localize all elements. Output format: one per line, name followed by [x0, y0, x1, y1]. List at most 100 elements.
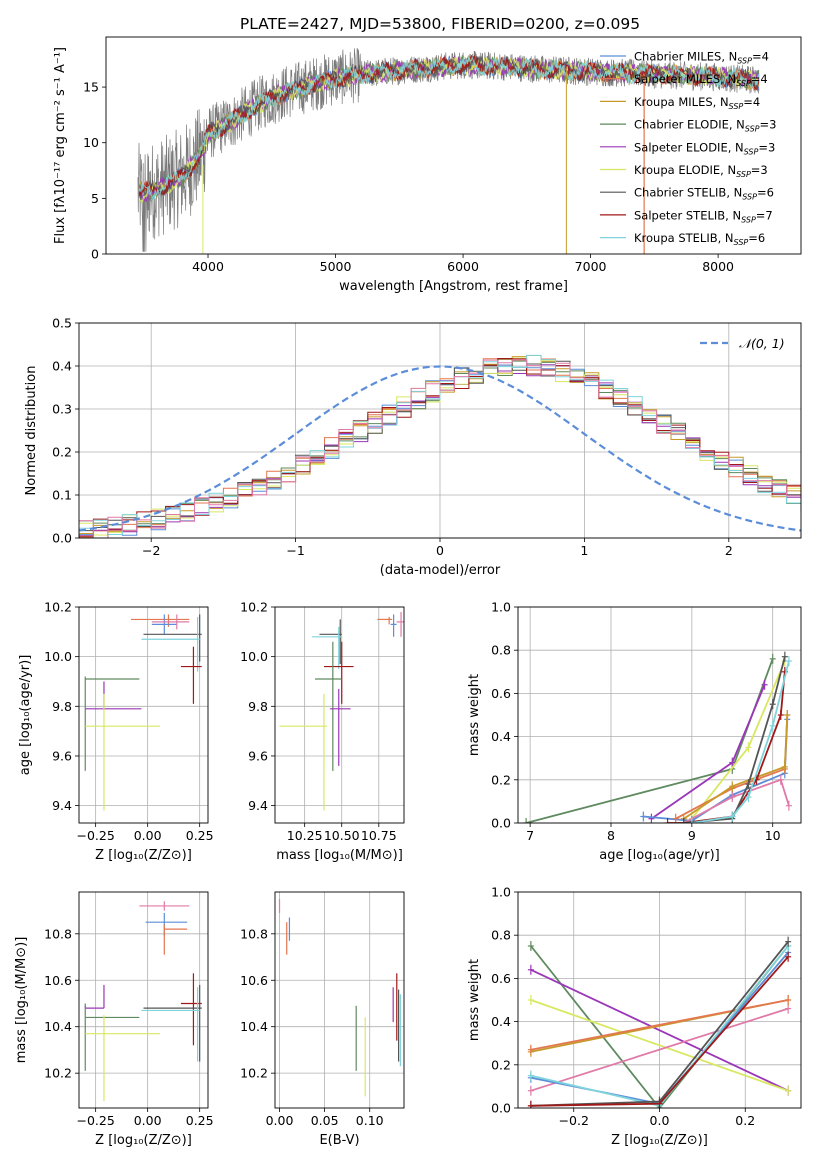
axes-frame [78, 891, 209, 1109]
x-axis-label: mass [log₁₀(M/M⊙)] [276, 848, 403, 863]
y-tick-label: 0 [91, 247, 99, 262]
x-tick-label: 0.2 [735, 1113, 755, 1128]
y-tick-label: 0.4 [52, 359, 72, 374]
axes-frame [517, 891, 802, 1109]
weight-vs-age-panel: 7 8 9 10 0.0 0.2 0.4 0.6 0.8 1.0 age [log₁₀(age/yr… [467, 600, 802, 863]
legend-label: Chabrier MILES, NSSP=4 [634, 50, 769, 66]
spectrum-legend: Chabrier MILES, NSSP=4 Salpeter MILES, NS… [600, 50, 776, 247]
weight-series [530, 999, 789, 1092]
y-tick-label: 0.1 [52, 488, 72, 503]
x-tick-label: 0 [436, 543, 444, 558]
errorbar-points [84, 901, 202, 1102]
x-tick-label: 0.25 [186, 1113, 214, 1128]
axes-frame [78, 606, 209, 824]
x-tick-label: 0.00 [266, 1113, 294, 1128]
y-tick-label: 10.2 [240, 1066, 268, 1081]
model-spectrum [138, 54, 760, 196]
y-tick-label: 9.6 [52, 748, 72, 763]
x-tick-label: −0.25 [76, 1113, 114, 1128]
residuals-panel: −2 −1 0 1 2 0.0 0.1 0.2 0.3 0.4 0.5 (data-model)/er… [24, 316, 802, 578]
x-tick-label: 10.25 [287, 828, 323, 843]
weight-series [530, 999, 789, 1051]
x-tick-label: 2 [725, 543, 733, 558]
legend-label: Kroupa MILES, NSSP=4 [634, 95, 760, 111]
x-axis-label: wavelength [Angstrom, rest frame] [339, 279, 568, 294]
y-tick-label: 9.6 [248, 748, 268, 763]
weight-series [530, 1007, 789, 1092]
x-tick-label: 7 [526, 828, 534, 843]
y-tick-label: 10.0 [240, 649, 268, 664]
x-tick-label: 0.00 [134, 1113, 162, 1128]
y-tick-label: 10.0 [44, 649, 72, 664]
age-vs-mass-panel: 10.25 10.50 10.75 9.4 9.6 9.8 10.0 10.2 mass [lo… [240, 600, 405, 863]
y-tick-label: 10.4 [44, 1019, 72, 1034]
x-tick-label: 0.00 [134, 828, 162, 843]
y-tick-label: 10.2 [44, 600, 72, 615]
y-tick-label: 9.8 [248, 699, 268, 714]
x-tick-label: 10 [765, 828, 781, 843]
weight-lines [523, 651, 792, 823]
errorbar-points [279, 611, 404, 811]
x-tick-label: 1 [580, 543, 588, 558]
weight-series [525, 658, 774, 823]
y-axis-label: mass weight [467, 959, 482, 1041]
y-tick-label: 0.5 [52, 316, 72, 331]
x-tick-label: 6000 [447, 259, 479, 274]
y-tick-label: 9.4 [52, 798, 72, 813]
x-tick-label: 8 [607, 828, 615, 843]
mass-vs-extinction-panel: 0.00 0.05 0.10 10.2 10.4 10.6 10.8 E(B-V) [240, 891, 405, 1148]
y-tick-label: 9.8 [52, 699, 72, 714]
y-tick-label: 0.4 [491, 1014, 511, 1029]
x-tick-label: −2 [142, 543, 160, 558]
age-vs-metallicity-panel: −0.25 0.00 0.25 9.4 9.6 9.8 10.0 10.2 Z [log₁₀(Z… [18, 600, 214, 864]
y-tick-label: 1.0 [491, 885, 511, 900]
y-tick-label: 0.8 [491, 928, 511, 943]
y-tick-label: 10.6 [240, 973, 268, 988]
errorbar-points [278, 898, 401, 1097]
y-tick-label: 0.2 [52, 445, 72, 460]
y-axis-label: mass [log₁₀(M/M⊙)] [14, 937, 29, 1064]
x-axis-label: E(B-V) [319, 1133, 359, 1148]
histograms [79, 354, 801, 538]
x-axis-label: age [log₁₀(age/yr)] [599, 848, 720, 863]
y-tick-label: 0.2 [491, 1057, 511, 1072]
x-tick-label: −0.2 [559, 1113, 589, 1128]
histogram-series [79, 358, 801, 537]
legend-label: Salpeter STELIB, NSSP=7 [634, 208, 773, 224]
y-tick-label: 10.8 [44, 926, 72, 941]
axes-frame [517, 606, 802, 824]
y-tick-label: 10.6 [44, 973, 72, 988]
legend-label: Salpeter MILES, NSSP=4 [634, 72, 768, 88]
x-tick-label: 0.05 [311, 1113, 339, 1128]
y-tick-label: 15 [83, 80, 99, 95]
weight-vs-metallicity-panel: −0.2 0.0 0.2 0.0 0.2 0.4 0.6 0.8 1.0 Z [log₁₀(Z/Z… [467, 885, 802, 1148]
x-axis-label: Z [log₁₀(Z/Z⊙)] [95, 1133, 192, 1148]
x-tick-label: 0.0 [650, 1113, 670, 1128]
weight-lines [527, 936, 792, 1108]
legend-label: Chabrier ELODIE, NSSP=3 [634, 118, 776, 134]
y-tick-label: 10.2 [240, 600, 268, 615]
y-tick-label: 9.4 [248, 798, 268, 813]
x-tick-label: 0.25 [186, 828, 214, 843]
x-axis-label: Z [log₁₀(Z/Z⊙)] [95, 848, 192, 863]
x-tick-label: 8000 [702, 259, 734, 274]
y-axis-label: Normed distribution [24, 366, 39, 496]
histogram-series [79, 354, 801, 535]
x-tick-label: −0.25 [76, 828, 114, 843]
y-tick-label: 10.8 [240, 926, 268, 941]
axes-frame [274, 891, 405, 1109]
weight-series [530, 968, 789, 1092]
y-tick-label: 0.0 [52, 531, 72, 546]
errorbar-points [84, 614, 202, 811]
y-tick-label: 0.6 [491, 971, 511, 986]
weight-series [683, 778, 790, 823]
y-axis-label: mass weight [467, 674, 482, 756]
y-tick-label: 10.2 [44, 1066, 72, 1081]
y-tick-label: 0.2 [491, 772, 511, 787]
weight-series [683, 656, 786, 823]
model-spectrum [138, 56, 760, 200]
axes-frame [274, 606, 405, 824]
legend-label: Kroupa ELODIE, NSSP=3 [634, 163, 768, 179]
figure-title: PLATE=2427, MJD=53800, FIBERID=0200, z=0… [240, 15, 640, 33]
